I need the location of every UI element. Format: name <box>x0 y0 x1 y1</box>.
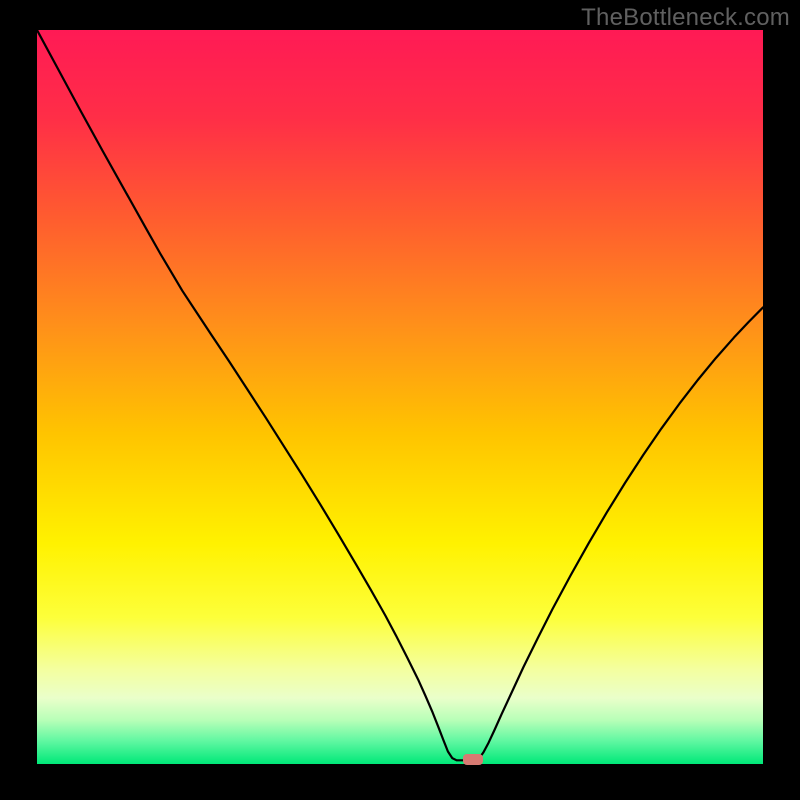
plot-svg <box>37 30 763 764</box>
watermark-label: TheBottleneck.com <box>581 4 790 32</box>
chart-frame: TheBottleneck.com <box>0 0 800 800</box>
optimal-point-marker <box>463 754 483 765</box>
plot-area <box>37 30 763 764</box>
plot-background <box>37 30 763 764</box>
